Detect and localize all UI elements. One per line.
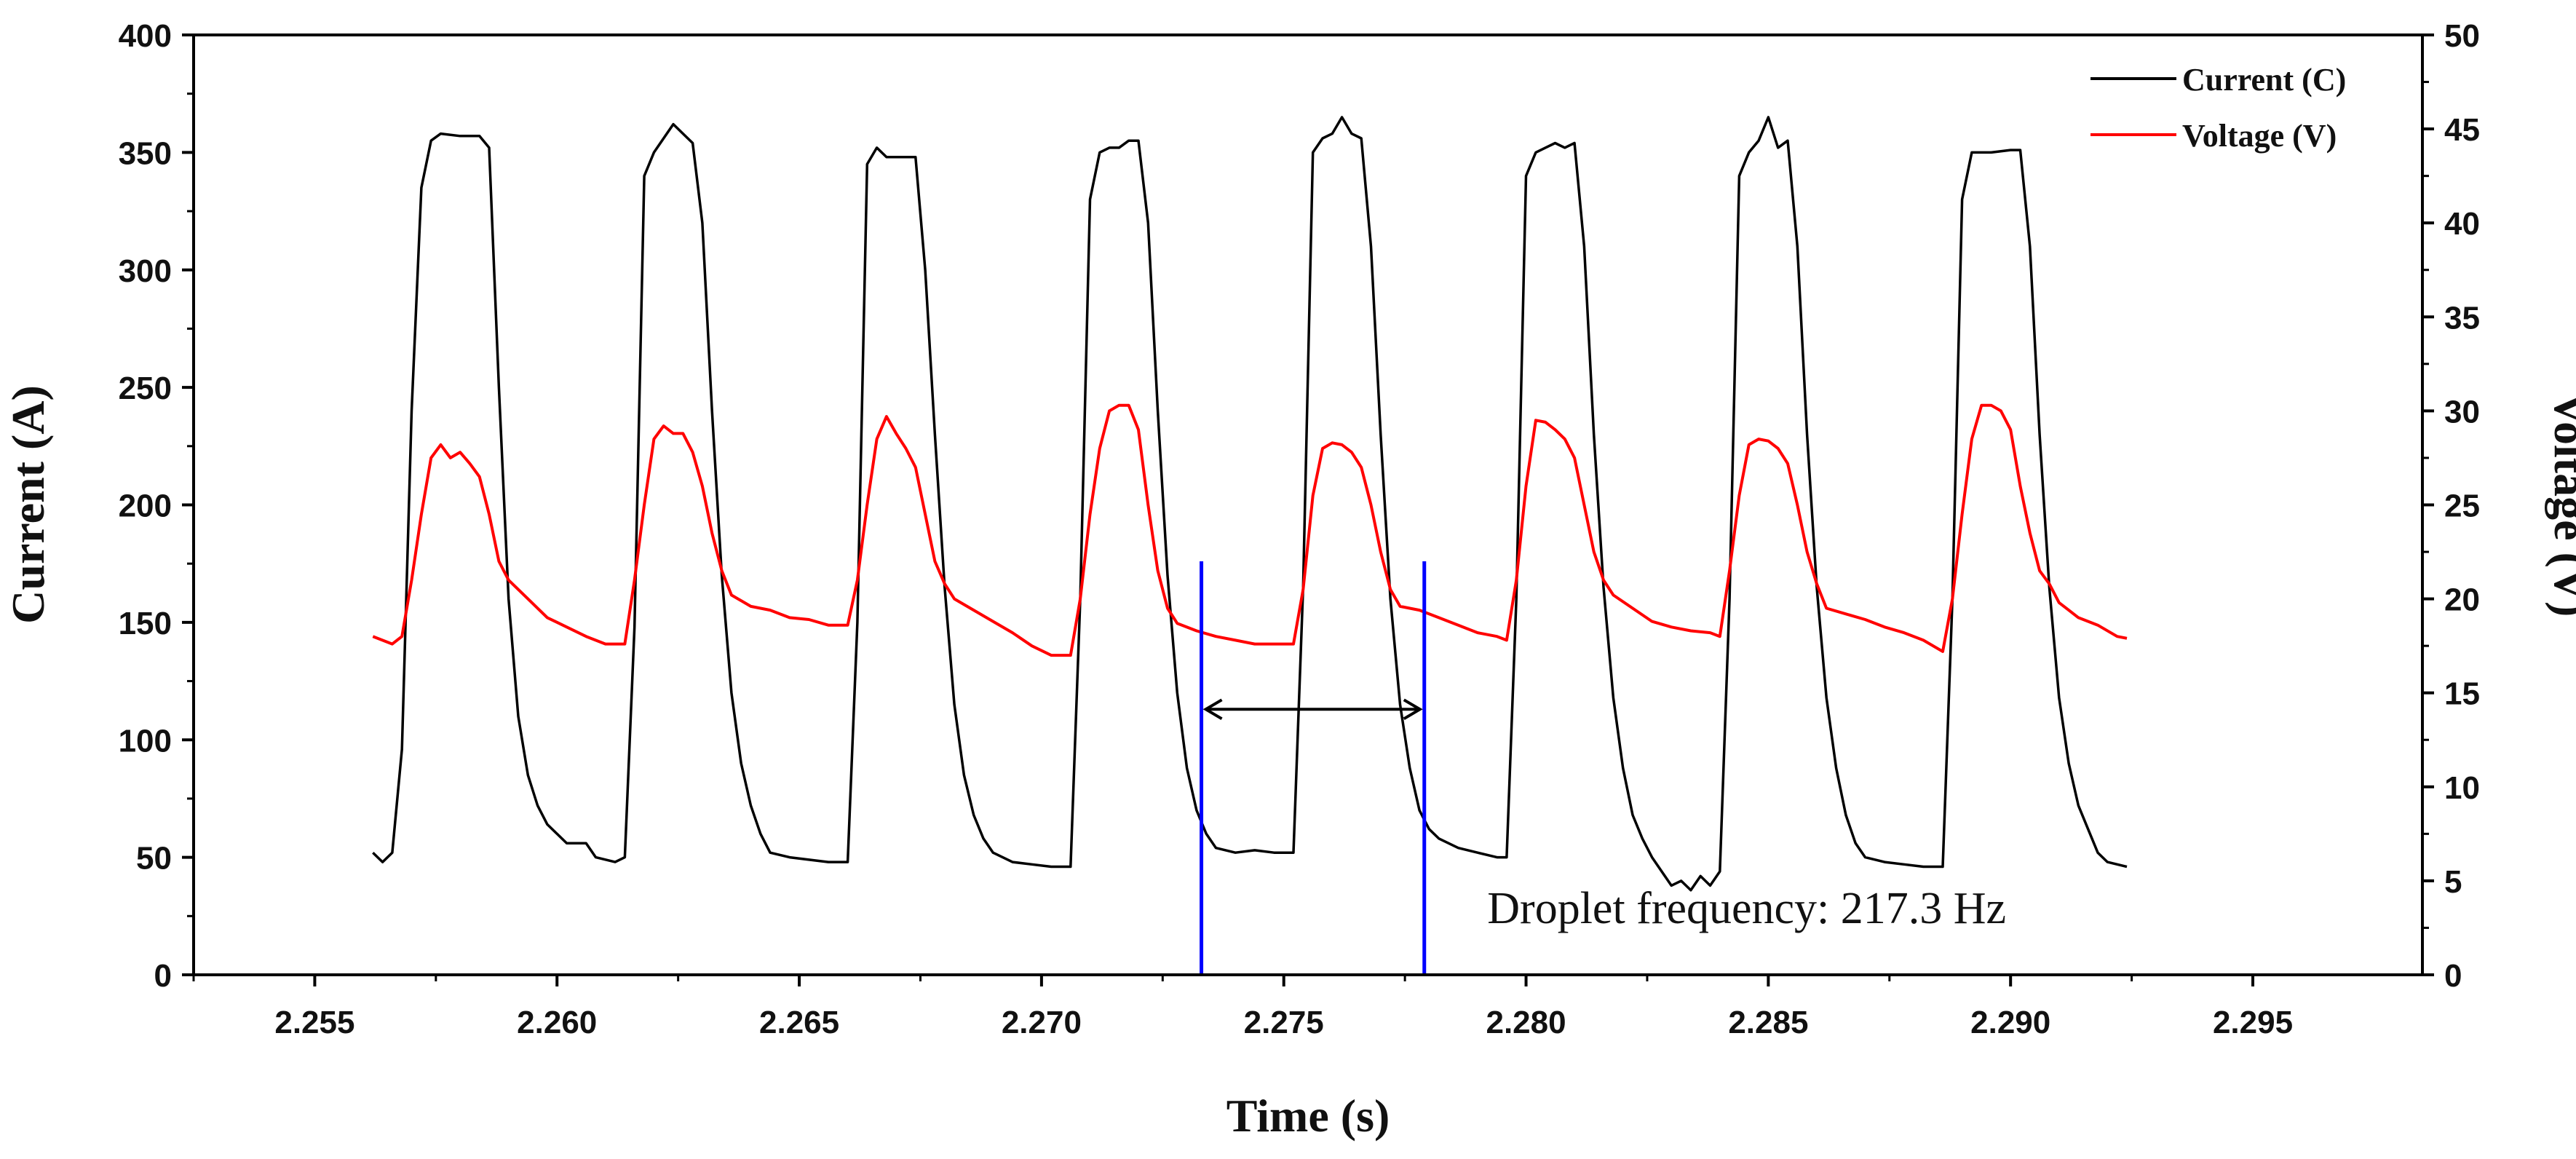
y-left-axis-title: Current (A) bbox=[2, 385, 54, 624]
x-tick-label: 2.295 bbox=[2213, 1005, 2293, 1040]
y-left-tick-label: 400 bbox=[119, 18, 172, 54]
y-right-tick-label: 40 bbox=[2444, 206, 2480, 242]
legend-current-label: Current (C) bbox=[2182, 62, 2346, 98]
axis-tick-labels: 2.255 2.260 2.265 2.270 2.275 2.280 2.285 2.290… bbox=[119, 18, 2480, 1040]
x-tick-label: 2.265 bbox=[759, 1005, 839, 1040]
y-right-tick-label: 15 bbox=[2444, 676, 2480, 712]
plot-frame bbox=[192, 33, 2424, 976]
y-right-tick-label: 20 bbox=[2444, 582, 2480, 618]
x-tick-label: 2.255 bbox=[274, 1005, 354, 1040]
y-left-tick-label: 0 bbox=[154, 958, 172, 994]
x-tick-label: 2.290 bbox=[1970, 1005, 2050, 1040]
y-left-tick-label: 250 bbox=[119, 371, 172, 406]
period-arrow-left-head bbox=[1202, 698, 1223, 721]
x-tick-label: 2.260 bbox=[517, 1005, 597, 1040]
y-left-tick-label: 200 bbox=[119, 488, 172, 524]
x-tick-label: 2.285 bbox=[1728, 1005, 1808, 1040]
voltage-series-line bbox=[372, 403, 2128, 657]
current-series-line bbox=[372, 116, 2128, 892]
y-right-tick-label: 5 bbox=[2444, 864, 2462, 900]
y-right-axis-title: Voltage (V) bbox=[2545, 392, 2576, 617]
y-right-tick-label: 50 bbox=[2444, 18, 2480, 54]
x-tick-label: 2.270 bbox=[1002, 1005, 1082, 1040]
y-left-tick-label: 50 bbox=[136, 841, 172, 877]
x-axis-title: Time (s) bbox=[1226, 1090, 1390, 1142]
y-left-tick-label: 350 bbox=[119, 135, 172, 171]
y-right-tick-label: 25 bbox=[2444, 488, 2480, 524]
x-tick-label: 2.275 bbox=[1244, 1005, 1324, 1040]
y-right-tick-label: 35 bbox=[2444, 300, 2480, 336]
y-right-tick-label: 10 bbox=[2444, 770, 2480, 806]
frequency-markers bbox=[1200, 561, 1427, 975]
axis-ticks bbox=[182, 33, 2434, 986]
y-right-tick-label: 30 bbox=[2444, 394, 2480, 430]
y-right-tick-label: 45 bbox=[2444, 112, 2480, 148]
legend: Current (C) Voltage (V) bbox=[2090, 62, 2346, 154]
period-arrow-right-head bbox=[1403, 698, 1423, 721]
x-tick-label: 2.280 bbox=[1486, 1005, 1566, 1040]
y-right-tick-label: 0 bbox=[2444, 958, 2462, 994]
y-left-tick-label: 100 bbox=[119, 723, 172, 759]
y-left-tick-label: 150 bbox=[119, 606, 172, 641]
legend-voltage-label: Voltage (V) bbox=[2182, 118, 2337, 154]
droplet-frequency-annotation: Droplet frequency: 217.3 Hz bbox=[1487, 884, 2006, 933]
series-lines bbox=[372, 116, 2128, 892]
y-left-tick-label: 300 bbox=[119, 253, 172, 289]
